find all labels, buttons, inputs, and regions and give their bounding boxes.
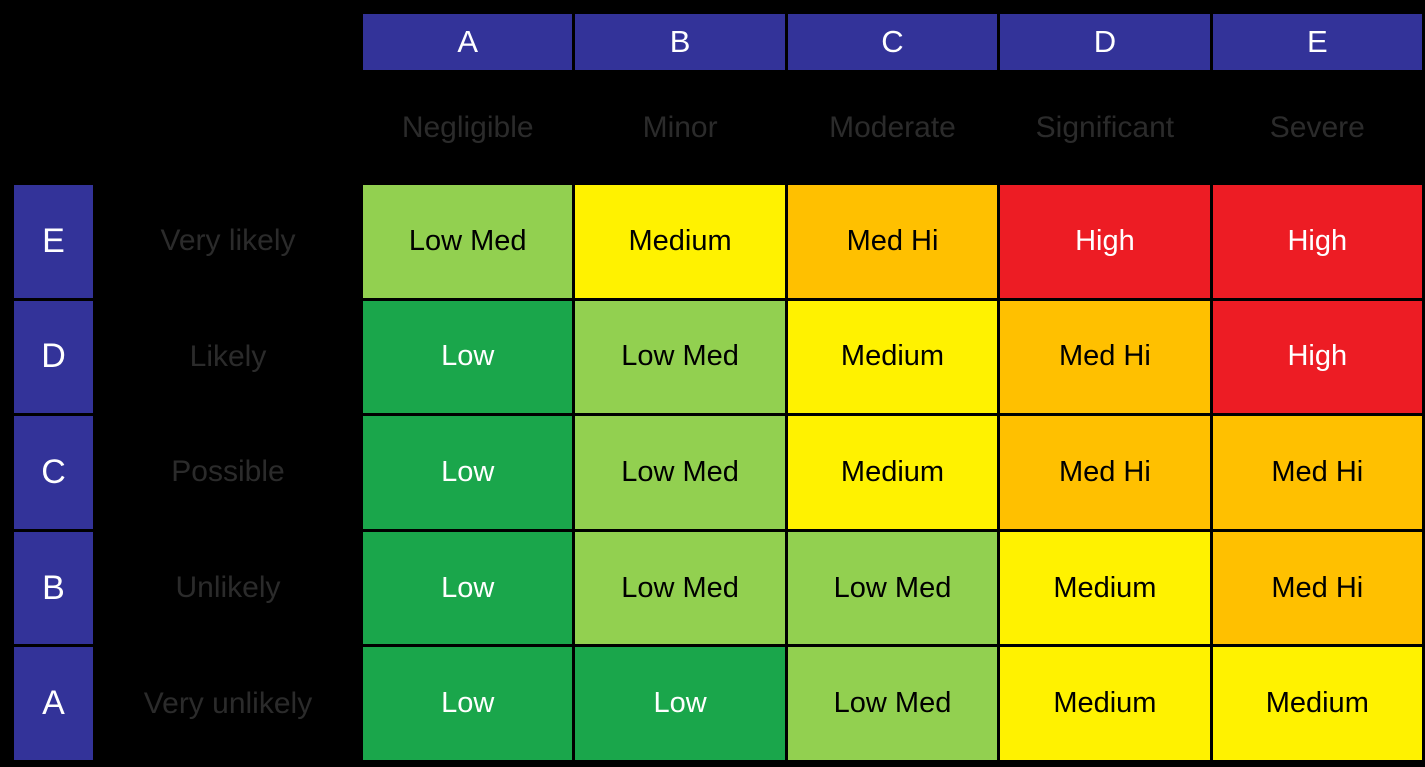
risk-cell-rowD-colE: High [1212, 300, 1422, 414]
risk-cell-rowC-colB: Low Med [575, 416, 785, 529]
row-label-very-likely: Very likely [160, 224, 296, 258]
column-header-c: C [787, 14, 998, 70]
row-label-unlikely: Unlikely [175, 571, 281, 605]
risk-cell-rowC-colC: Medium [787, 416, 998, 529]
risk-cell-rowA-colD: Medium [1000, 647, 1210, 760]
risk-cell-rowC-colA: Low [363, 416, 573, 529]
risk-cell-rowB-colC: Low Med [787, 531, 998, 645]
risk-cell-rowB-colA: Low [363, 531, 573, 645]
risk-cell-rowE-colB: Medium [575, 185, 785, 298]
column-letter-header-row: A B C D E [363, 14, 1422, 70]
risk-cell-rowD-colC: Medium [787, 300, 998, 414]
column-label-negligible: Negligible [401, 110, 534, 144]
row-label-very-unlikely: Very unlikely [143, 686, 313, 720]
risk-cell-rowD-colD: Med Hi [1000, 300, 1210, 414]
risk-cell-rowE-colA: Low Med [363, 185, 573, 298]
row-label-likely: Likely [189, 339, 267, 373]
risk-cell-rowA-colE: Medium [1212, 647, 1422, 760]
risk-cell-rowC-colD: Med Hi [1000, 416, 1210, 529]
column-severity-label-row: Negligible Minor Moderate Significant Se… [363, 70, 1422, 185]
risk-cell-rowE-colD: High [1000, 185, 1210, 298]
risk-cell-rowA-colC: Low Med [787, 647, 998, 760]
column-label-significant: Significant [1035, 110, 1175, 144]
column-label-minor: Minor [642, 110, 718, 144]
row-likelihood-label-column: Very likely Likely Possible Unlikely Ver… [93, 185, 363, 760]
column-label-moderate: Moderate [829, 110, 956, 144]
risk-cell-rowA-colB: Low [575, 647, 785, 760]
risk-cell-rowD-colA: Low [363, 300, 573, 414]
column-header-e: E [1212, 14, 1422, 70]
row-label-possible: Possible [171, 455, 285, 489]
row-header-c: C [14, 416, 93, 529]
risk-cell-rowC-colE: Med Hi [1212, 416, 1422, 529]
row-letter-header-column: E D C B A [14, 185, 93, 760]
risk-matrix-grid: Low Med Medium Med Hi High High Low Low … [363, 185, 1422, 760]
column-header-b: B [575, 14, 785, 70]
row-header-b: B [14, 531, 93, 645]
risk-cell-rowD-colB: Low Med [575, 300, 785, 414]
column-header-d: D [1000, 14, 1210, 70]
risk-cell-rowE-colC: Med Hi [787, 185, 998, 298]
risk-cell-rowB-colE: Med Hi [1212, 531, 1422, 645]
risk-cell-rowE-colE: High [1212, 185, 1422, 298]
column-header-a: A [363, 14, 573, 70]
column-label-severe: Severe [1269, 110, 1365, 144]
risk-cell-rowB-colB: Low Med [575, 531, 785, 645]
risk-cell-rowA-colA: Low [363, 647, 573, 760]
risk-cell-rowB-colD: Medium [1000, 531, 1210, 645]
row-header-d: D [14, 300, 93, 414]
row-header-e: E [14, 185, 93, 298]
row-header-a: A [14, 647, 93, 760]
